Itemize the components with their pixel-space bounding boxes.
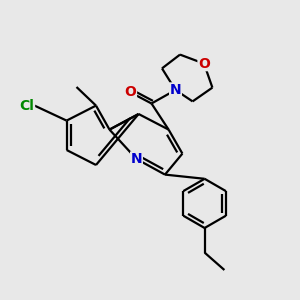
Text: O: O — [198, 57, 210, 70]
Text: O: O — [124, 85, 136, 99]
Text: Cl: Cl — [20, 99, 34, 112]
Text: N: N — [131, 152, 142, 166]
Text: N: N — [170, 83, 181, 97]
